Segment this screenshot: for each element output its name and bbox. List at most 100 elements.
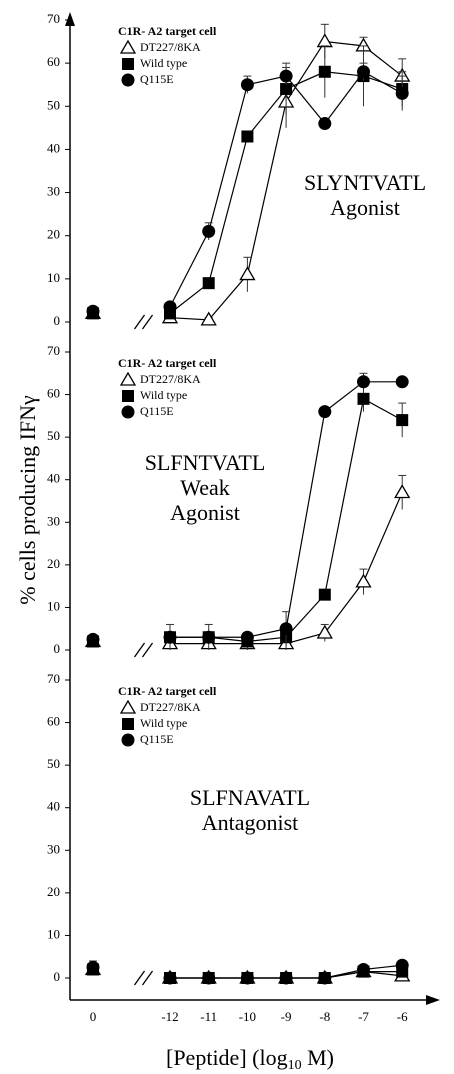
marker-circle — [279, 69, 293, 83]
marker-circle — [121, 405, 135, 419]
y-tick-label: 10 — [47, 270, 60, 285]
x-tick-label: -10 — [239, 1009, 256, 1024]
marker-circle — [202, 224, 216, 238]
marker-triangle — [119, 39, 137, 54]
marker-circle — [86, 304, 100, 318]
marker-circle — [202, 630, 216, 644]
y-tick-label: 20 — [47, 556, 60, 571]
marker-square — [122, 58, 134, 70]
y-tick-label: 30 — [47, 513, 60, 528]
marker-triangle — [394, 484, 411, 499]
marker-square — [318, 65, 331, 78]
y-tick-label: 30 — [47, 184, 60, 199]
marker-circle — [318, 117, 332, 131]
y-tick-label: 40 — [47, 140, 60, 155]
marker-circle — [121, 733, 135, 747]
marker-square — [318, 588, 331, 601]
y-tick-label: 0 — [54, 641, 61, 656]
legend-title: C1R- A2 target cell — [118, 356, 217, 370]
marker-square — [280, 83, 293, 96]
marker-circle — [395, 375, 409, 389]
x-tick-label: 0 — [90, 1009, 97, 1024]
annotation: SLFNTVATL — [145, 450, 266, 475]
marker-circle — [357, 65, 370, 79]
x-axis-arrow — [426, 995, 440, 1005]
x-tick-label: -6 — [397, 1009, 408, 1024]
y-tick-label: 10 — [47, 598, 60, 613]
marker-square — [396, 414, 409, 427]
axis-break — [141, 314, 154, 330]
marker-circle — [121, 73, 135, 87]
y-tick-label: 0 — [54, 313, 61, 328]
axis-break — [141, 970, 154, 986]
marker-circle — [163, 630, 177, 644]
y-axis-label: % cells producing IFNγ — [15, 395, 40, 605]
marker-circle — [279, 971, 293, 985]
marker-circle — [202, 971, 216, 985]
annotation: Antagonist — [202, 810, 299, 835]
y-tick-label: 60 — [47, 714, 60, 729]
marker-triangle — [119, 371, 137, 386]
x-tick-label: -9 — [281, 1009, 292, 1024]
y-tick-label: 40 — [47, 799, 60, 814]
legend-title: C1R- A2 target cell — [118, 684, 217, 698]
axis-break — [133, 970, 146, 986]
annotation: SLYNTVATL — [304, 170, 426, 195]
x-axis-label: [Peptide] (log10 M) — [166, 1045, 334, 1073]
y-tick-label: 10 — [47, 926, 60, 941]
legend-title: C1R- A2 target cell — [118, 24, 217, 38]
marker-square — [202, 277, 215, 290]
legend-label: DT227/8KA — [140, 372, 201, 386]
legend-label: Q115E — [140, 732, 174, 746]
marker-circle — [240, 971, 254, 985]
marker-triangle — [119, 699, 137, 714]
y-tick-label: 30 — [47, 841, 60, 856]
marker-circle — [279, 622, 293, 636]
x-tick-label: -8 — [319, 1009, 330, 1024]
x-tick-label: -12 — [161, 1009, 178, 1024]
marker-circle — [86, 632, 100, 646]
legend-label: DT227/8KA — [140, 700, 201, 714]
marker-circle — [318, 405, 332, 419]
x-tick-label: -11 — [200, 1009, 217, 1024]
y-tick-label: 0 — [54, 969, 61, 984]
marker-square — [122, 718, 134, 730]
marker-circle — [395, 958, 409, 972]
y-tick-label: 70 — [47, 343, 60, 358]
marker-circle — [163, 971, 177, 985]
marker-square — [241, 130, 254, 143]
annotation: Agonist — [330, 195, 400, 220]
marker-circle — [318, 971, 332, 985]
marker-triangle — [316, 33, 333, 48]
legend-label: Wild type — [140, 388, 187, 402]
legend-label: Wild type — [140, 716, 187, 730]
x-label-tail: M) — [302, 1045, 334, 1070]
y-tick-label: 60 — [47, 54, 60, 69]
y-tick-label: 50 — [47, 756, 60, 771]
marker-circle — [395, 86, 409, 100]
marker-triangle — [200, 311, 217, 326]
x-label-sub: 10 — [288, 1058, 302, 1073]
annotation: SLFNAVATL — [190, 785, 310, 810]
x-label-text: [Peptide] (log — [166, 1045, 288, 1070]
axis-break — [141, 642, 154, 658]
marker-circle — [357, 962, 370, 976]
marker-circle — [357, 375, 370, 389]
marker-circle — [240, 78, 254, 92]
axis-break — [133, 314, 146, 330]
annotation: Agonist — [170, 500, 240, 525]
y-tick-label: 20 — [47, 884, 60, 899]
marker-circle — [240, 630, 254, 644]
y-tick-label: 50 — [47, 97, 60, 112]
marker-triangle — [355, 573, 372, 588]
y-tick-label: 50 — [47, 428, 60, 443]
marker-square — [357, 392, 370, 405]
legend-label: Wild type — [140, 56, 187, 70]
legend-label: DT227/8KA — [140, 40, 201, 54]
y-axis-arrow — [65, 12, 75, 26]
marker-circle — [163, 300, 177, 314]
axis-break — [133, 642, 146, 658]
annotation: Weak — [180, 475, 230, 500]
legend-label: Q115E — [140, 404, 174, 418]
